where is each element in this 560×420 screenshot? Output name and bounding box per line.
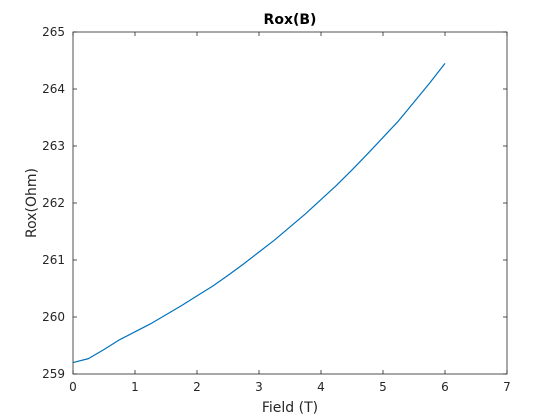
plot-area: [73, 32, 507, 374]
series-group: [72, 62, 446, 364]
axis-ticks: 0 1 2 3 4 5 6 7 259 260 261 262 263 264 265: [42, 25, 511, 394]
y-axis-label: Rox(Ohm): [24, 168, 40, 238]
x-tick-label: 0: [69, 380, 77, 394]
x-tick-label: 3: [255, 380, 263, 394]
x-tick-label: 7: [503, 380, 511, 394]
y-tick-label: 263: [42, 139, 65, 153]
x-axis-label: Field (T): [262, 400, 318, 416]
y-tick-label: 261: [42, 253, 65, 267]
y-tick-label: 262: [42, 196, 65, 210]
x-tick-label: 4: [317, 380, 325, 394]
y-tick-label: 265: [42, 25, 65, 39]
x-tick-label: 5: [379, 380, 387, 394]
x-tick-label: 2: [193, 380, 201, 394]
y-tick-label: 260: [42, 310, 65, 324]
y-tick-label: 259: [42, 367, 65, 381]
plot-box: [72, 31, 508, 375]
series-line: [72, 62, 446, 364]
y-tick-label: 264: [42, 82, 65, 96]
x-tick-label: 6: [441, 380, 449, 394]
x-tick-label: 1: [131, 380, 139, 394]
chart-title: Rox(B): [264, 12, 317, 28]
